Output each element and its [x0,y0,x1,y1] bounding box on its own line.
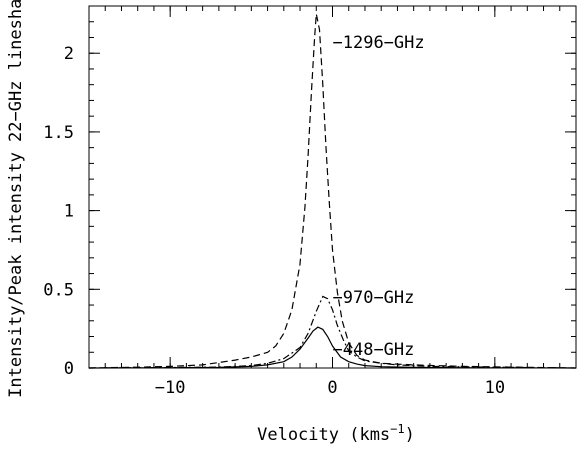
y-axis-label: Intensity/Peak intensity 22−GHz lineshap… [6,0,26,398]
y-tick-label: 0 [64,359,74,379]
x-tick-label: 0 [327,378,337,398]
tick-labels: −10 0 10 0 0.5 1 1.5 2 [43,44,505,398]
annotations: −1296−GHz −970−GHz −448−GHz [333,33,425,360]
x-tick-label: 10 [485,378,505,398]
y-tick-label: 1.5 [43,123,74,143]
y-tick-label: 1 [64,202,74,222]
y-tick-label: 0.5 [43,280,74,300]
series-annotation: −448−GHz [333,340,415,360]
x-tick-label: −10 [155,378,186,398]
x-axis-label-end: ) [405,425,415,445]
tick-marks [88,5,577,369]
plot-frame [88,5,577,369]
series-annotation: −970−GHz [333,288,415,308]
series-line-1296GHz [88,13,577,369]
y-tick-label: 2 [64,44,74,64]
series-layer [88,13,577,369]
x-axis-label-sup: −1 [390,422,404,436]
x-axis-label-main: Velocity (kms [257,425,390,445]
series-annotation: −1296−GHz [333,33,425,53]
x-axis-label: Velocity (kms−1) [257,422,415,445]
series-line-448GHz [88,326,577,369]
